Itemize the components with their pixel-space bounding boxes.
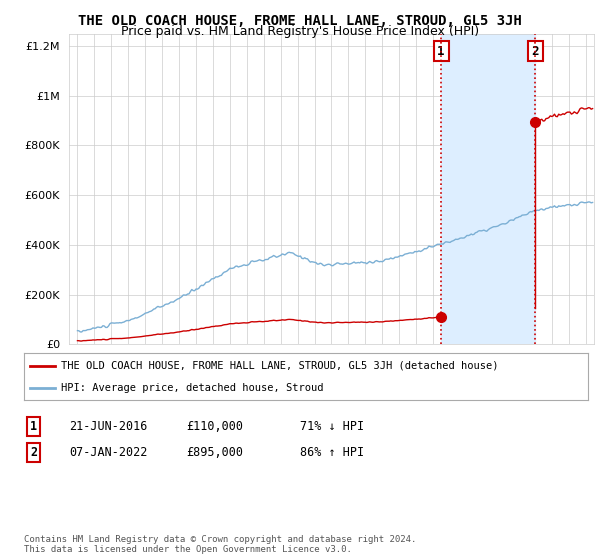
Text: 21-JUN-2016: 21-JUN-2016 [69, 420, 148, 433]
Text: THE OLD COACH HOUSE, FROME HALL LANE, STROUD, GL5 3JH: THE OLD COACH HOUSE, FROME HALL LANE, ST… [78, 14, 522, 28]
Text: Price paid vs. HM Land Registry's House Price Index (HPI): Price paid vs. HM Land Registry's House … [121, 25, 479, 38]
Text: THE OLD COACH HOUSE, FROME HALL LANE, STROUD, GL5 3JH (detached house): THE OLD COACH HOUSE, FROME HALL LANE, ST… [61, 361, 498, 371]
Text: HPI: Average price, detached house, Stroud: HPI: Average price, detached house, Stro… [61, 382, 323, 393]
Text: 1: 1 [30, 420, 37, 433]
Text: £895,000: £895,000 [186, 446, 243, 459]
Text: 1: 1 [437, 44, 445, 58]
Text: Contains HM Land Registry data © Crown copyright and database right 2024.
This d: Contains HM Land Registry data © Crown c… [24, 535, 416, 554]
Bar [441, 34, 535, 344]
Text: 71% ↓ HPI: 71% ↓ HPI [300, 420, 364, 433]
Text: 2: 2 [30, 446, 37, 459]
Text: 07-JAN-2022: 07-JAN-2022 [69, 446, 148, 459]
Text: £110,000: £110,000 [186, 420, 243, 433]
Text: 86% ↑ HPI: 86% ↑ HPI [300, 446, 364, 459]
Text: 2: 2 [532, 44, 539, 58]
